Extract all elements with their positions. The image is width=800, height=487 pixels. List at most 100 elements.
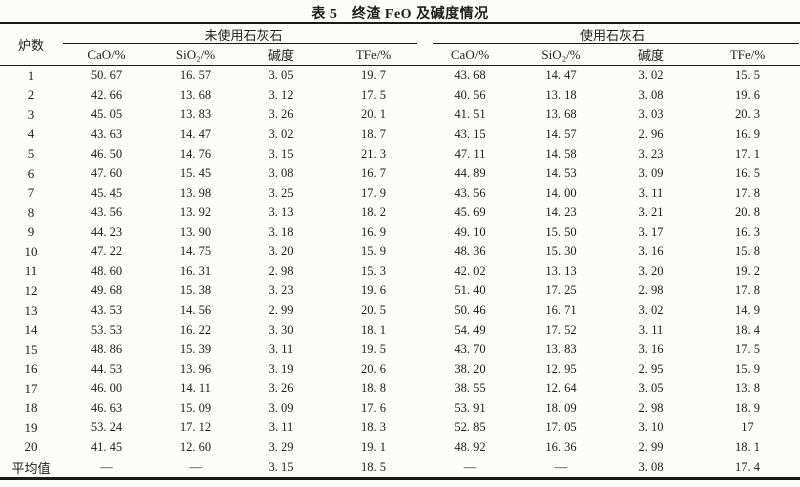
furnace-number-cell: 4 [27,126,35,142]
table-cell: 19. 7 [361,68,386,83]
table-cell: 17. 4 [735,459,761,474]
group-underline-rule [433,43,800,44]
column-header-cao-right: CaO/% [425,44,516,66]
table-cell: 16. 7 [361,166,386,181]
table-cell: 14. 57 [545,126,577,141]
furnace-number-cell: 12 [24,282,38,298]
table-cell: 3. 17 [638,224,664,239]
group-underline-rule [63,43,418,44]
table-row: 15 48. 86 15. 39 3. 11 19. 5 43. 70 13. 83 3. 1… [0,340,800,360]
table-cell: 15. 8 [735,244,761,259]
table-cell: 3. 08 [638,459,664,474]
table-row: 19 53. 24 17. 12 3. 11 18. 3 52. 85 17. 05 3. 1… [0,418,800,438]
table-cell: 47. 60 [90,166,123,181]
table-cell: — [463,459,477,474]
furnace-number-cell: 11 [24,263,38,279]
table-row: 4 43. 63 14. 47 3. 02 18. 7 43. 15 14. 57 2. 96… [0,125,800,145]
table-cell: 3. 10 [638,420,664,435]
furnace-number-cell: 19 [24,419,38,435]
table-cell: 15. 50 [545,224,577,239]
table-cell: 17. 52 [545,322,577,337]
table-cell: — [554,459,568,474]
table-cell: 16. 57 [179,68,212,83]
table-cell: 14. 47 [545,68,577,83]
table-cell: 3. 18 [268,224,294,239]
table-cell: 3. 12 [268,87,294,102]
table-body: 1 50. 67 16. 57 3. 05 19. 7 43. 68 14. 47 3. 02… [0,66,800,479]
table-cell: 47. 11 [454,146,486,161]
furnace-number-cell: 17 [24,380,38,396]
furnace-number-cell: 16 [24,361,38,377]
table-header: 炉数 未使用石灰石 使用石灰石 CaO/% SiO₂/% 碱度 TFe/% Ca… [0,23,800,66]
table-cell: 15. 45 [179,166,212,181]
table-cell: 17. 1 [735,146,761,161]
table-cell: 14. 56 [179,303,212,318]
table-cell: 3. 11 [638,185,664,200]
table-cell: 14. 76 [179,146,212,161]
table-cell: 12. 64 [545,381,577,396]
table-cell: 48. 92 [454,439,486,454]
table-cell: 43. 53 [90,303,123,318]
table-cell: 20. 6 [361,361,386,376]
table-cell: 13. 92 [179,205,212,220]
table-cell: 16. 71 [545,303,577,318]
table-row: 平均值 — — 3. 15 18. 5 — — 3. 08 17. 4 [0,457,800,478]
table-cell: — [189,459,202,474]
table-cell: 3. 16 [638,244,664,259]
table-cell: 3. 08 [638,87,664,102]
table-cell: 48. 86 [90,342,123,357]
table-cell: 3. 02 [638,303,664,318]
table-cell: 16. 9 [735,126,761,141]
table-cell: 53. 53 [90,322,123,337]
table-cell: 19. 2 [735,263,761,278]
table-row: 16 44. 53 13. 96 3. 19 20. 6 38. 20 12. 95 2. 9… [0,359,800,379]
table-cell: 41. 51 [454,107,486,122]
table-cell: 17. 8 [735,185,761,200]
table-cell: 3. 29 [268,439,294,454]
table-cell: 17. 5 [361,87,386,102]
table-cell: 53. 24 [90,420,123,435]
table-row: 13 43. 53 14. 56 2. 99 20. 5 50. 46 16. 71 3. 0… [0,301,800,321]
table-cell: 3. 25 [268,185,294,200]
table-cell: 44. 53 [90,361,123,376]
table-cell: 19. 1 [361,439,386,454]
table-cell: 43. 15 [454,126,486,141]
table-cell: 45. 05 [90,107,123,122]
table-cell: 3. 23 [268,283,294,298]
table-cell: 15. 38 [179,283,212,298]
table-cell: 17. 9 [361,185,386,200]
table-row: 2 42. 66 13. 68 3. 12 17. 5 40. 56 13. 18 3. 08… [0,86,800,106]
furnace-number-cell: 5 [27,146,35,162]
column-group-no-limestone: 未使用石灰石 [62,23,425,44]
table-cell: 14. 23 [545,205,577,220]
table-cell: 13. 98 [179,185,212,200]
table-cell: 3. 21 [638,205,664,220]
table-cell: 43. 56 [454,185,486,200]
table-cell: 40. 56 [454,87,486,102]
table-row: 12 49. 68 15. 38 3. 23 19. 6 51. 40 17. 25 2. 9… [0,281,800,301]
table-cell: 18. 5 [361,459,386,474]
table-cell: 20. 5 [361,303,386,318]
table-cell: 15. 30 [545,244,577,259]
furnace-number-cell: 18 [24,400,38,416]
table-cell: 16. 22 [179,322,212,337]
table-cell: 18. 7 [361,126,386,141]
table-cell: 20. 3 [735,107,761,122]
table-cell: 42. 02 [454,263,486,278]
table-cell: 16. 36 [545,439,577,454]
table-cell: 19. 6 [735,87,761,102]
table-cell: 45. 45 [90,185,123,200]
table-cell: 14. 58 [545,146,577,161]
table-cell: 3. 11 [268,342,294,357]
table-cell: 17. 5 [735,342,761,357]
table-cell: 54. 49 [454,322,486,337]
furnace-number-cell: 2 [27,87,35,103]
table-row: 9 44. 23 13. 90 3. 18 16. 9 49. 10 15. 50 3. 17… [0,223,800,243]
table-cell: 2. 98 [638,283,664,298]
table-cell: 20. 8 [735,205,761,220]
table-cell: 51. 40 [454,283,486,298]
table-cell: 13. 83 [545,342,577,357]
sub-header-row: CaO/% SiO₂/% 碱度 TFe/% CaO/% SiO₂/% 碱度 TF… [0,44,800,66]
table-cell: 50. 67 [90,68,123,83]
table-cell: 17. 05 [545,420,577,435]
